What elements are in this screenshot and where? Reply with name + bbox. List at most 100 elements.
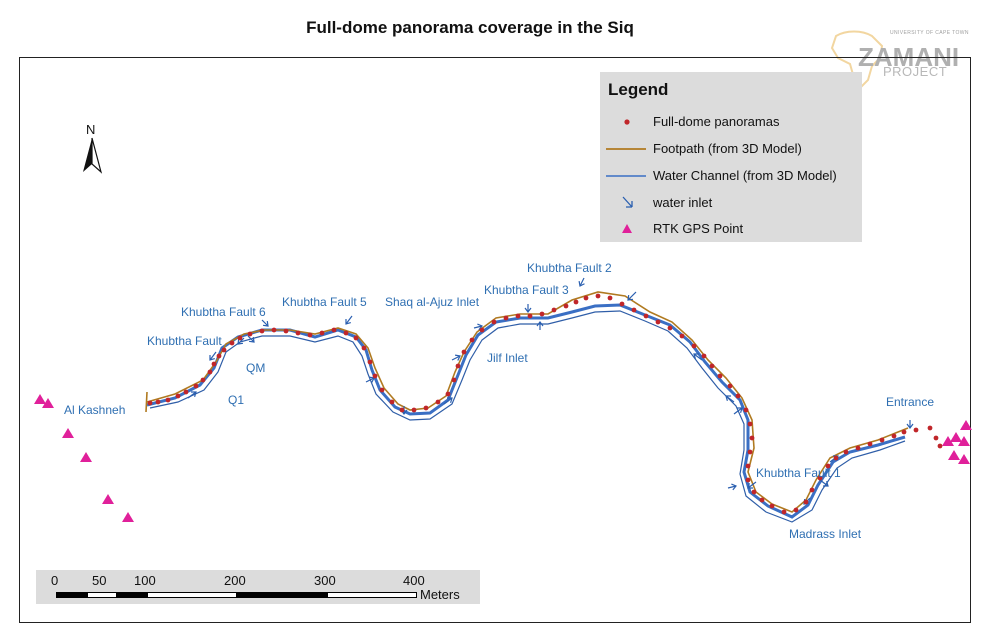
place-khubtha-fault-2: Khubtha Fault 2 (527, 261, 612, 275)
panorama-point (745, 463, 751, 469)
water-inlet-arrow (579, 277, 585, 287)
legend-item-water-channel: Water Channel (from 3D Model) (600, 166, 862, 186)
scale-tick-100: 100 (134, 573, 156, 588)
panorama-point (769, 503, 775, 509)
panorama-point (735, 393, 741, 399)
water-inlet-arrow (345, 315, 353, 325)
scale-unit: Meters (420, 587, 460, 602)
panorama-point (817, 475, 823, 481)
panorama-point (691, 343, 697, 349)
water-inlet-arrow (187, 391, 197, 399)
panorama-point (343, 330, 349, 336)
rtk-gps-point (122, 512, 134, 522)
scale-segment (237, 592, 327, 598)
panorama-point (435, 399, 441, 405)
panorama-point (667, 325, 673, 331)
panorama-point (491, 319, 497, 325)
water-inlet-arrowhead (524, 307, 532, 313)
panorama-point (259, 328, 265, 334)
place-madrass-inlet: Madrass Inlet (789, 527, 862, 541)
panorama-point (379, 387, 385, 393)
panorama-point (211, 361, 217, 367)
legend-title: Legend (608, 80, 669, 99)
water-inlet-arrow (473, 325, 483, 329)
water-inlet-arrowhead (906, 423, 914, 429)
panorama-point (361, 345, 367, 351)
panorama-points (147, 293, 943, 515)
panorama-point (833, 455, 839, 461)
panorama-point (573, 299, 579, 305)
water-inlet-arrow (365, 377, 375, 383)
water-inlet-arrowhead (477, 323, 483, 331)
logo-university-text: UNIVERSITY OF CAPE TOWN (890, 30, 969, 36)
blue-arrow-icon (622, 196, 633, 208)
water-channel-edge (149, 310, 906, 523)
africa-outline-icon (830, 30, 884, 90)
north-arrow-icon (83, 137, 103, 174)
panorama-point (867, 441, 873, 447)
scale-tick-200: 200 (224, 573, 246, 588)
panorama-point (331, 327, 337, 333)
water-inlet-arrowhead (747, 483, 753, 489)
brown-line-icon (606, 148, 646, 150)
rtk-gps-point (102, 494, 114, 504)
rtk-gps-point (950, 432, 962, 442)
panorama-point (563, 303, 569, 309)
panorama-point (751, 489, 757, 495)
rtk-gps-point (80, 452, 92, 462)
water-inlet-arrowhead (248, 336, 255, 343)
rtk-gps-points (34, 394, 972, 522)
place-khubtha-fault-3: Khubtha Fault 3 (484, 283, 569, 297)
panorama-point (445, 391, 451, 397)
panorama-point (607, 295, 613, 301)
water-inlet-arrow (819, 479, 829, 487)
panorama-point (539, 311, 545, 317)
panorama-point (727, 383, 733, 389)
panorama-point (747, 449, 753, 455)
scale-segment (117, 592, 147, 598)
scale-segment (87, 592, 117, 598)
legend-box: Legend Full-dome panoramas Footpath (fro… (600, 72, 862, 242)
scale-tick-400: 400 (403, 573, 425, 588)
panorama-point (515, 313, 521, 319)
place-shaq-al-ajuz-inlet: Shaq al-Ajuz Inlet (385, 295, 480, 309)
panorama-point (809, 487, 815, 493)
rtk-gps-point (948, 450, 960, 460)
water-inlet-arrow (247, 335, 255, 343)
scale-segment (56, 592, 87, 598)
water-inlet-arrowhead (191, 391, 197, 397)
panorama-point (701, 353, 707, 359)
place-khubtha-fault-6: Khubtha Fault 6 (181, 305, 266, 319)
panorama-point (655, 319, 661, 325)
water-inlet-arrowhead (209, 355, 215, 361)
panorama-point (221, 347, 227, 353)
panorama-point (165, 397, 171, 403)
panorama-point (717, 373, 723, 379)
panorama-point (372, 373, 378, 379)
panorama-point (247, 331, 253, 337)
panorama-point (237, 335, 243, 341)
panorama-point (643, 313, 649, 319)
panorama-point (583, 295, 589, 301)
panorama-point (679, 333, 685, 339)
panorama-point (216, 353, 222, 359)
rtk-gps-point (958, 454, 970, 464)
water-inlet-arrowhead (447, 397, 453, 403)
water-inlet-arrow (451, 355, 461, 361)
panorama-point (193, 383, 199, 389)
place-khubtha-fault: Khubtha Fault (147, 334, 222, 348)
scale-segment (147, 592, 237, 598)
panorama-point (855, 445, 861, 451)
water-inlet-arrowhead (823, 481, 829, 487)
legend-item-water-inlet: water inlet (600, 193, 862, 213)
place-jilf-inlet: Jilf Inlet (487, 351, 528, 365)
panorama-point (319, 330, 325, 336)
scale-tick-0: 0 (51, 573, 59, 588)
scale-segment (327, 592, 417, 598)
water-inlet-arrowhead (737, 407, 743, 413)
water-inlet-arrowhead (693, 353, 699, 359)
legend-item-footpath: Footpath (from 3D Model) (600, 139, 862, 159)
panorama-point (469, 337, 475, 343)
map-frame (19, 57, 971, 623)
